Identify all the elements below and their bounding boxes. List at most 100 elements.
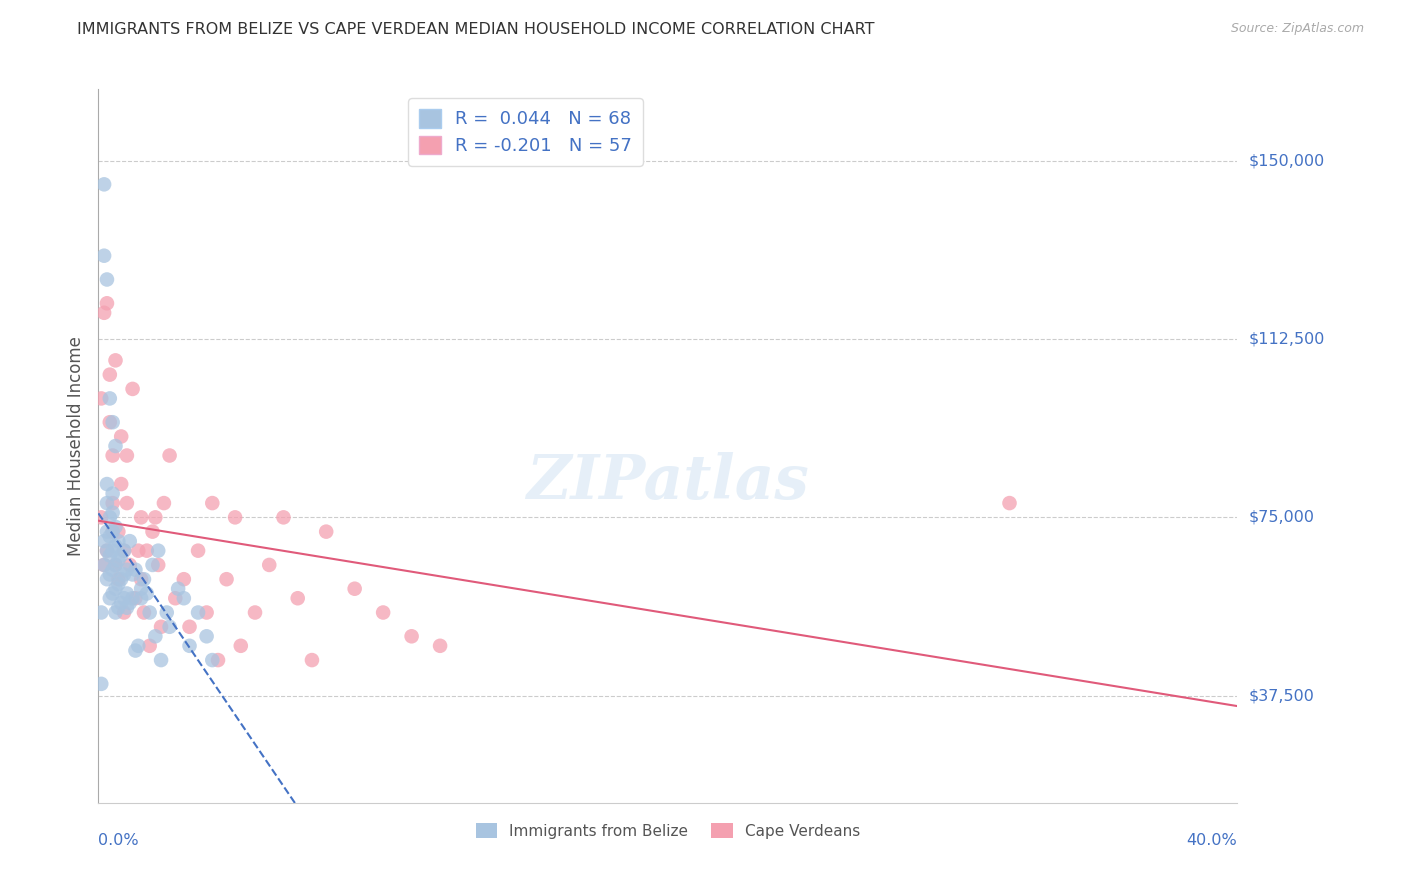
Point (401, 629, 423, 643)
Point (96, 272, 118, 286)
Point (118, 558, 141, 572)
Point (118, 534, 141, 549)
Point (98, 591, 121, 606)
Point (135, 586, 157, 600)
Point (98, 510, 121, 524)
Point (173, 591, 195, 606)
Point (138, 606, 160, 620)
Point (110, 572, 132, 586)
Point (135, 543, 157, 558)
Point (259, 558, 281, 572)
Point (104, 520, 127, 534)
Point (107, 553, 129, 567)
Point (101, 449, 124, 463)
Point (96, 296, 118, 310)
Point (343, 582, 366, 596)
Point (159, 449, 181, 463)
Text: $75,000: $75,000 (1249, 510, 1315, 524)
Text: 0.0%: 0.0% (98, 833, 139, 848)
Point (101, 524, 124, 539)
Point (101, 506, 124, 520)
Point (207, 653, 229, 667)
Point (132, 572, 155, 586)
Point (429, 639, 451, 653)
Point (145, 510, 167, 524)
Point (90, 677, 112, 691)
Point (96, 477, 118, 491)
Point (141, 558, 163, 572)
Point (98, 567, 121, 582)
Point (187, 606, 209, 620)
Point (215, 572, 238, 586)
Point (110, 429, 132, 443)
Point (121, 382, 143, 396)
Point (104, 606, 127, 620)
Point (132, 606, 155, 620)
Point (98, 392, 121, 406)
Point (179, 639, 201, 653)
Point (107, 600, 129, 615)
Point (129, 582, 152, 596)
Point (112, 567, 135, 582)
Point (243, 606, 266, 620)
Point (167, 582, 190, 596)
Text: $37,500: $37,500 (1249, 689, 1315, 703)
Point (104, 353, 127, 368)
Text: IMMIGRANTS FROM BELIZE VS CAPE VERDEAN MEDIAN HOUSEHOLD INCOME CORRELATION CHART: IMMIGRANTS FROM BELIZE VS CAPE VERDEAN M… (77, 22, 875, 37)
Point (96, 496, 118, 510)
Point (107, 577, 129, 591)
Point (96, 524, 118, 539)
Point (173, 572, 195, 586)
Point (124, 563, 146, 577)
Point (156, 606, 179, 620)
Point (115, 496, 138, 510)
Point (107, 524, 129, 539)
Point (153, 496, 176, 510)
Text: $112,500: $112,500 (1249, 332, 1324, 346)
Point (141, 524, 163, 539)
Point (93, 534, 115, 549)
Point (90, 606, 112, 620)
Point (90, 510, 112, 524)
Point (115, 563, 138, 577)
Legend: Immigrants from Belize, Cape Verdeans: Immigrants from Belize, Cape Verdeans (470, 817, 866, 845)
Point (90, 392, 112, 406)
Point (301, 653, 323, 667)
Point (101, 496, 124, 510)
Point (187, 543, 209, 558)
Point (98, 368, 121, 382)
Point (129, 510, 152, 524)
Point (107, 534, 129, 549)
Point (98, 529, 121, 543)
Point (148, 558, 170, 572)
Point (998, 496, 1021, 510)
Point (98, 415, 121, 429)
Point (115, 449, 138, 463)
Point (104, 558, 127, 572)
Point (195, 606, 218, 620)
Point (127, 639, 149, 653)
Point (165, 591, 187, 606)
Point (96, 543, 118, 558)
Point (104, 439, 127, 453)
Point (93, 178, 115, 192)
Text: ZIPatlas: ZIPatlas (526, 451, 810, 512)
Point (107, 572, 129, 586)
Point (115, 600, 138, 615)
Text: 40.0%: 40.0% (1187, 833, 1237, 848)
Point (110, 477, 132, 491)
Point (104, 558, 127, 572)
Point (110, 596, 132, 610)
Point (101, 486, 124, 500)
Point (101, 563, 124, 577)
Point (96, 543, 118, 558)
Point (129, 591, 152, 606)
Point (373, 606, 395, 620)
Point (159, 620, 181, 634)
Point (96, 572, 118, 586)
Point (273, 510, 295, 524)
Point (201, 496, 224, 510)
Point (101, 524, 124, 539)
Point (93, 558, 115, 572)
Point (101, 586, 124, 600)
